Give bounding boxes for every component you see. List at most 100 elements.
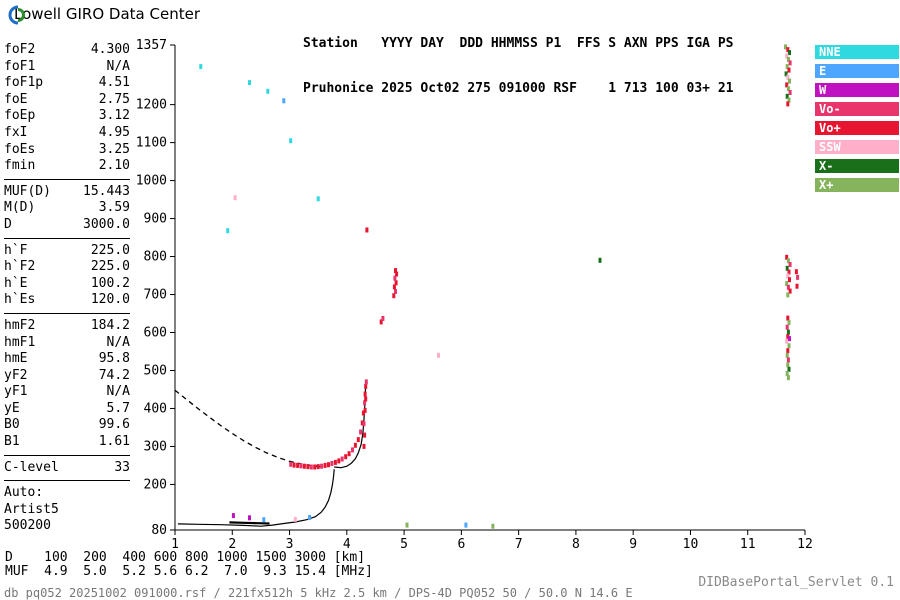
param-value: 3.59 [98,200,130,216]
param-value: 1.61 [98,434,130,450]
echo-point [365,227,369,233]
echo-point [786,284,790,290]
autoscaler-info: Artist5 [4,501,59,517]
param-label: fmin [4,158,36,174]
echo-point [262,517,266,523]
echo-point [282,98,286,104]
legend-item-vo+: Vo+ [815,121,899,135]
x-tick-label: 10 [683,537,699,552]
echo-point [379,319,383,325]
param-value: N/A [106,334,130,350]
param-row: M(D) 3.59 [4,200,130,217]
y-tick-label: 300 [144,439,167,454]
param-value: 120.0 [90,292,130,308]
echo-point [347,451,351,457]
echo-point [316,464,320,470]
echo-point [289,138,293,144]
echo-point [309,464,313,470]
echo-point [786,86,790,92]
echo-point [787,97,791,103]
echo-point [785,371,789,376]
echo-point [313,464,317,470]
param-label: h`F2 [4,259,36,275]
echo-point [351,447,354,453]
dmuf-row-muf: MUF 4.9 5.0 5.2 5.6 6.2 7.0 9.3 15.4 [MH… [5,564,373,579]
legend-item-ssw: SSW [815,140,899,154]
param-label: h`E [4,275,28,291]
param-row: hmE 95.8 [4,351,130,368]
param-row: foEs 3.25 [4,142,130,159]
param-label: D [4,216,12,232]
echo-point [786,357,790,363]
param-value: 95.8 [98,351,130,367]
echo-point [360,420,364,426]
param-row: D 3000.0 [4,217,130,234]
param-value: 33 [114,459,130,475]
param-value: 4.95 [98,124,130,140]
echo-point [394,268,397,274]
echo-point [362,443,366,449]
echo-point [786,101,790,107]
echo-point [786,375,790,381]
echo-point [786,258,790,264]
echo-point [788,90,792,95]
x-tick-label: 2 [228,537,236,552]
dmuf-table: D 100 200 400 600 800 1000 1500 3000 [km… [5,551,373,579]
echo-point [299,463,303,469]
echo-point [785,352,789,358]
legend-item-x-: X- [815,159,899,173]
x-tick-label: 3 [286,537,294,552]
y-tick-label: 500 [144,363,167,378]
echo-point [356,437,360,443]
echo-point [786,329,790,335]
autoscaler-info: 500200 [4,518,51,534]
x-tick-label: 7 [515,537,523,552]
echo-point [364,383,368,389]
parameter-panel: foF2 4.300 foF1 N/A foF1p 4.51 foE 2.75 foEp 3.12… [4,42,130,535]
echo-point [381,316,385,321]
param-row: foF2 4.300 [4,42,130,59]
echo-point [794,269,798,275]
x-tick-label: 4 [343,537,351,552]
echo-point [363,400,367,406]
param-row: hmF1 N/A [4,335,130,352]
echo-point [785,53,789,59]
echo-point [308,515,312,520]
legend-item-nne: NNE [815,45,899,59]
echo-point [302,463,306,469]
echo-point [293,516,297,522]
param-row: yF1 N/A [4,384,130,401]
param-value: 99.6 [98,417,130,433]
param-label: B1 [4,434,20,450]
echo-point [363,407,367,413]
param-label: MUF(D) [4,183,51,199]
separator [4,312,130,314]
echo-point [786,348,790,354]
echo-point [361,410,365,416]
echo-point [362,421,366,427]
echo-point [394,280,398,286]
echo-point [266,88,270,94]
param-value: N/A [106,58,130,74]
param-label: hmE [4,351,28,367]
statusbar-record-info: db pq052 20251002 091000.rsf / 221fx512h… [4,586,633,600]
echo-point [364,379,368,385]
param-value: 184.2 [90,317,130,333]
echo-point [233,195,237,201]
trace-autoscaled-2 [229,521,270,525]
y-tick-label: 900 [144,212,167,227]
echo-point [199,64,203,70]
param-value: N/A [106,384,130,400]
echo-point [248,515,251,521]
echo-point [785,265,789,271]
trace-extrapolated-dashed [174,389,322,468]
param-row: h`E 100.2 [4,276,130,293]
param-row: MUF(D) 15.443 [4,184,130,201]
echo-point [788,60,792,66]
legend-item-e: E [815,64,899,78]
y-tick-label: 1000 [136,174,167,189]
station-header-line2: Pruhonice 2025 Oct02 275 091000 RSF 1 71… [303,81,734,96]
echo-point [787,320,791,326]
echo-point [788,288,792,294]
param-value: 100.2 [90,275,130,291]
